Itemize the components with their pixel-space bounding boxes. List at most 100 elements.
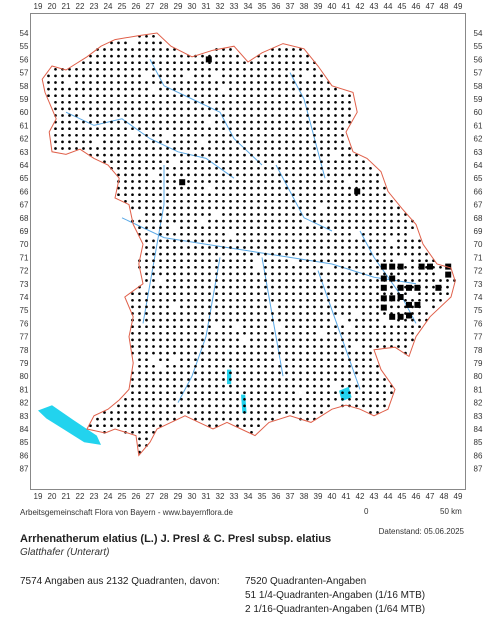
row-label-right: 80 [474,372,483,381]
occurrence-dot [390,252,393,256]
occurrence-dot [278,364,281,368]
occurrence-dot [208,133,211,137]
occurrence-dot [341,193,344,197]
occurrence-dot [292,298,295,302]
occurrence-dot [82,107,85,111]
occurrence-dot [278,166,281,170]
occurrence-dot [75,127,78,131]
occurrence-dot [166,239,169,243]
occurrence-dot [173,298,176,302]
occurrence-dot [236,100,239,104]
occurrence-dot [271,61,274,65]
occurrence-dot [208,404,211,408]
occurrence-dot [173,417,176,421]
occurrence-dot [236,193,239,197]
occurrence-dot [243,226,246,230]
occurrence-dot [285,140,288,144]
occurrence-dot [264,279,267,282]
occurrence-dot [236,186,239,190]
occurrence-dot [138,41,141,45]
row-label-right: 83 [474,412,483,421]
occurrence-dot [362,252,365,256]
occurrence-dot [299,61,302,65]
occurrence-dot [341,298,344,302]
occurrence-dot [138,444,141,447]
occurrence-dot [166,213,169,216]
occurrence-dot [306,61,309,65]
occurrence-dot [299,67,302,71]
occurrence-dot [257,173,260,177]
col-label-bottom: 30 [188,492,197,500]
occurrence-dot [243,384,246,388]
occurrence-dot [201,232,204,236]
occurrence-dot [194,259,197,263]
col-label-bottom: 46 [412,492,421,500]
occurrence-dot [229,292,232,296]
occurrence-dot [257,371,260,375]
occurrence-dot [222,417,225,421]
occurrence-dot [334,272,337,276]
occurrence-dot [257,114,260,117]
occurrence-dot [229,173,232,177]
occurrence-dot [229,180,232,183]
occurrence-dot [243,325,246,329]
occurrence-dot [145,219,148,223]
occurrence-dot [124,87,127,91]
occurrence-dot [292,226,295,230]
column-ticks-bottom: 19 20 21 22 23 24 25 26 27 28 29 30 31 32 33 34 35 36 37 38… [34,492,463,500]
river [289,72,326,179]
occurrence-dot [425,279,428,282]
occurrence-dot [131,384,134,388]
occurrence-dot [306,298,309,302]
occurrence-dot [131,100,134,104]
occurrence-dot [285,219,288,223]
occurrence-dot [404,252,407,256]
occurrence-dot [306,364,309,368]
row-label-right: 59 [474,95,483,104]
occurrence-dot [180,232,183,236]
occurrence-dot [236,140,239,144]
occurrence-dot [201,411,204,414]
occurrence-dot [257,81,260,84]
occurrence-dot [418,325,421,329]
occurrence-dot [208,127,211,131]
occurrence-dot [131,81,134,84]
occurrence-dot [201,371,204,375]
occurrence-dot [327,371,330,375]
occurrence-dot [222,166,225,170]
occurrence-dot [159,259,162,263]
occurrence-dot [257,397,260,401]
occurrence-dot [201,166,204,170]
occurrence-dot [180,199,183,203]
occurrence-dot [313,378,316,381]
occurrence-dot [306,397,309,401]
occurrence-dot [327,87,330,91]
occurrence-dot [306,94,309,98]
quadrant-square [445,271,452,278]
occurrence-dot [264,252,267,256]
occurrence-dot [362,292,365,296]
occurrence-dot [236,331,239,335]
col-label-top: 30 [188,2,197,11]
row-label-right: 87 [474,465,483,474]
occurrence-dot [320,364,323,368]
occurrence-dot [208,298,211,302]
row-label-right: 67 [474,201,483,210]
occurrence-dot [355,213,358,216]
occurrence-dot [257,133,260,137]
occurrence-dot [418,252,421,256]
occurrence-dot [292,94,295,98]
occurrence-dot [383,252,386,256]
occurrence-dot [180,325,183,329]
occurrence-dot [173,87,176,91]
occurrence-dot [124,424,127,428]
occurrence-dot [250,160,253,164]
occurrence-dot [341,378,344,381]
occurrence-dot [257,140,260,144]
occurrence-dot [222,318,225,322]
occurrence-dot [278,81,281,84]
occurrence-dot [250,147,253,150]
occurrence-dot [173,318,176,322]
occurrence-dot [257,153,260,157]
occurrence-dot [285,48,288,51]
